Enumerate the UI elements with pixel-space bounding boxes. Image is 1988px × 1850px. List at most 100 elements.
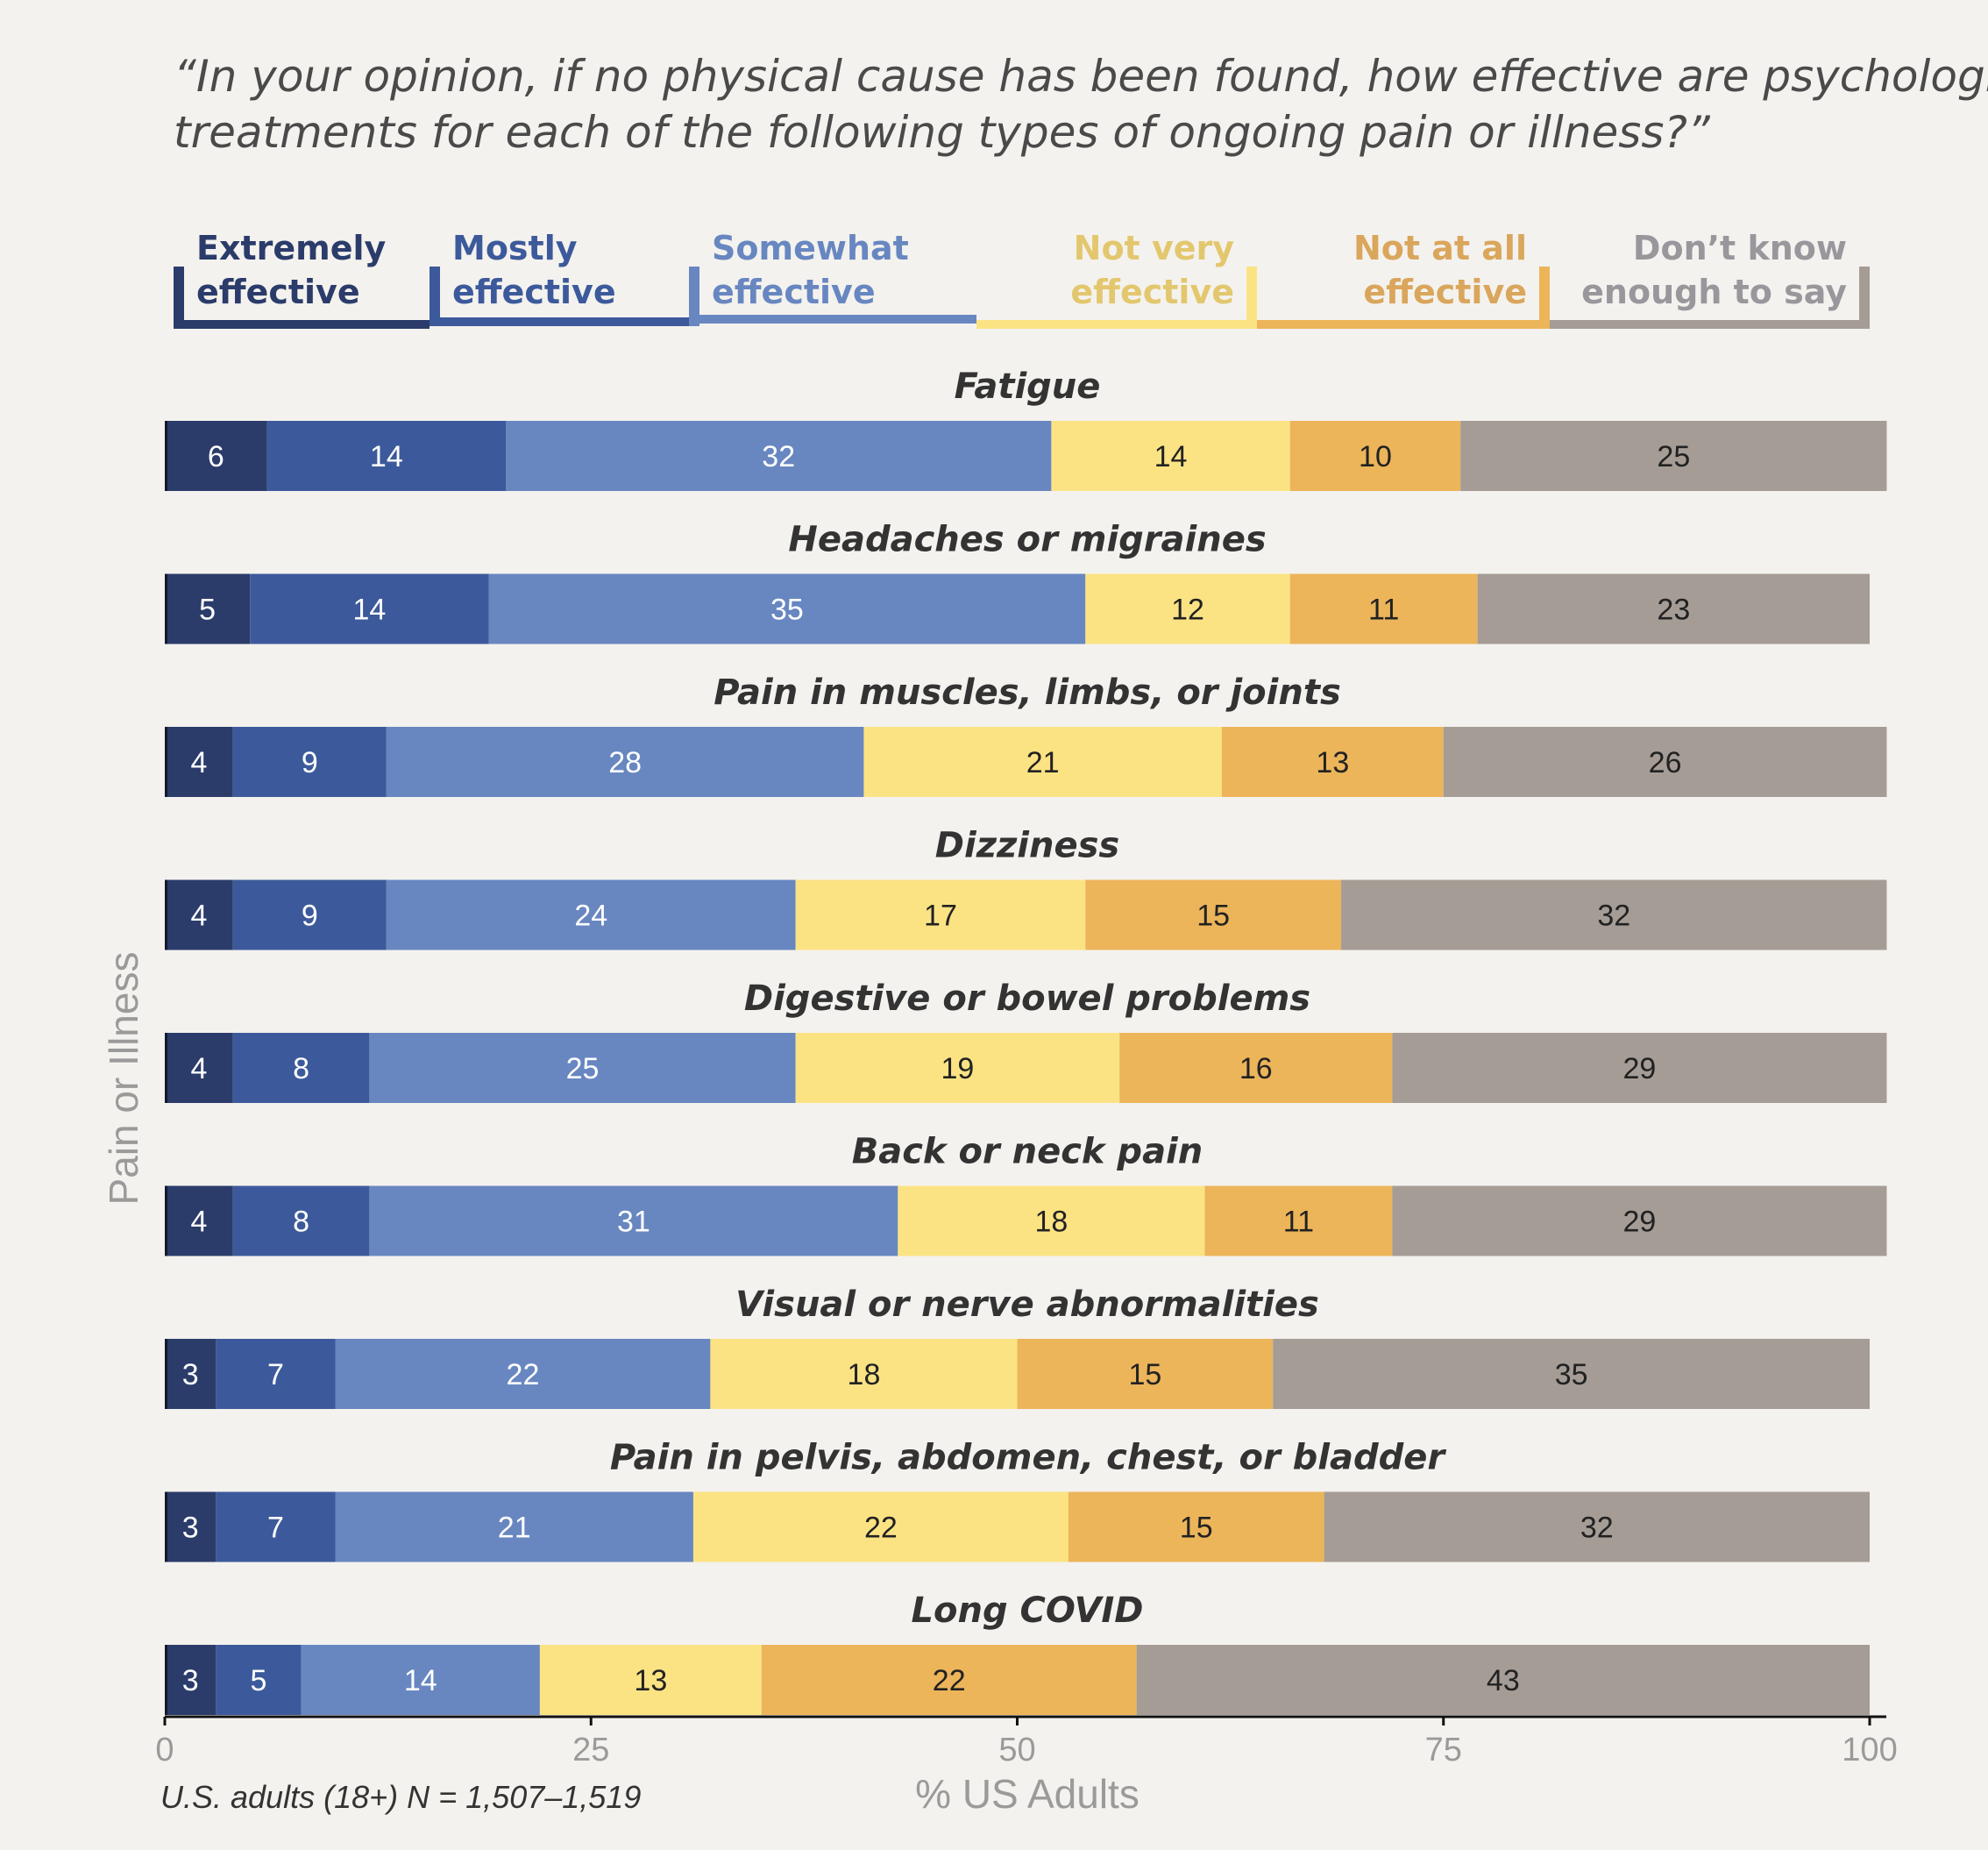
legend-label: effective [1363,273,1527,311]
bar-start-edge [165,1033,167,1103]
data-label: 4 [190,900,207,933]
legend-bar [689,315,976,324]
bar-segment [216,1339,336,1409]
data-label: 4 [190,1206,207,1239]
bar-segment [795,879,1086,950]
data-label: 32 [1597,900,1630,933]
legend-bracket [1539,267,1550,326]
bar-segment [301,1645,540,1715]
bar-segment [863,727,1222,797]
bar-segment [386,879,796,950]
data-label: 13 [1316,746,1349,779]
bar-segment [1460,421,1887,491]
data-label: 13 [634,1664,667,1697]
legend-bracket [1859,267,1870,326]
bar-start-edge [165,879,167,950]
bar-segment [216,1491,336,1562]
data-label: 18 [1034,1206,1068,1239]
sample-note: U.S. adults (18+) N = 1,507–1,519 [160,1779,641,1815]
legend-label: enough to say [1581,273,1847,311]
bar-segment [898,1185,1205,1256]
bar-start-edge [165,1185,167,1256]
bar-start-edge [165,1645,167,1715]
data-label: 14 [352,594,386,627]
legend: Extremely effective Mostly effective Somewha… [174,229,1870,329]
bar-start-edge [165,1491,167,1562]
bar-segment [795,1033,1120,1103]
data-label: 7 [267,1358,284,1391]
data-label: 18 [848,1358,881,1391]
bar-segment [232,1185,370,1256]
x-tick-label: 0 [155,1732,174,1768]
data-label: 32 [762,440,795,473]
data-label: 32 [1580,1512,1614,1545]
data-label: 21 [1026,746,1060,779]
bar-segment [1017,1339,1274,1409]
data-label: 3 [182,1358,199,1391]
bar-segment [1443,727,1887,797]
legend-bracket [689,267,699,326]
data-label: 10 [1359,440,1392,473]
category-label: Digestive or bowel problems [744,978,1310,1019]
bar-segment [1392,1185,1887,1256]
data-label: 24 [574,900,607,933]
data-label: 6 [208,440,224,473]
bar-segment [335,1339,711,1409]
legend-bracket [1246,267,1257,326]
data-label: 9 [302,900,318,933]
y-axis-title: Pain or Illness [101,952,146,1206]
bar-segment [165,1339,217,1409]
legend-label: effective [452,273,616,311]
data-label: 15 [1128,1358,1161,1391]
data-label: 8 [293,1052,309,1085]
bar-segment [506,421,1052,491]
legend-label: effective [196,273,360,311]
data-label: 7 [267,1512,284,1545]
bar-segment [1068,1491,1324,1562]
bar-segment [165,879,233,950]
x-tick-label: 25 [572,1732,609,1768]
legend-label: Don’t know [1633,229,1847,267]
legend-label: Not at all [1353,229,1527,267]
bar-segment [1119,1033,1393,1103]
bar-segment [165,727,233,797]
bar-segment [1477,573,1870,644]
legend-bracket [174,267,184,326]
data-label: 22 [933,1664,966,1697]
bar-segment [1204,1185,1393,1256]
bar-segment [232,879,387,950]
data-label: 29 [1623,1206,1657,1239]
legend-label: Mostly [452,229,578,267]
bar-segment [1289,573,1478,644]
bar-segment [335,1491,693,1562]
data-label: 5 [251,1664,267,1697]
legend-bar [976,320,1257,329]
bar-segment [1273,1339,1870,1409]
bar-segment [369,1185,898,1256]
bar-segment [710,1339,1018,1409]
data-label: 22 [864,1512,898,1545]
legend-bar [1550,320,1870,329]
x-tick-label: 50 [998,1732,1035,1768]
data-label: 14 [370,440,403,473]
data-label: 3 [182,1512,199,1545]
data-label: 23 [1657,594,1690,627]
category-label: Back or neck pain [852,1132,1203,1172]
bar-segment [1085,879,1342,950]
data-label: 5 [199,594,216,627]
data-label: 16 [1239,1052,1273,1085]
legend-bar [430,317,689,326]
data-label: 4 [190,1052,207,1085]
bar-segment [692,1491,1069,1562]
bar-start-edge [165,727,167,797]
data-label: 14 [404,1664,437,1697]
data-label: 3 [182,1664,199,1697]
data-label: 22 [507,1358,540,1391]
legend-bar [174,320,430,329]
bar-segment [539,1645,762,1715]
data-label: 17 [924,900,957,933]
chart-title-line-2: treatments for each of the following typ… [174,107,1711,158]
legend-label: effective [712,273,876,311]
